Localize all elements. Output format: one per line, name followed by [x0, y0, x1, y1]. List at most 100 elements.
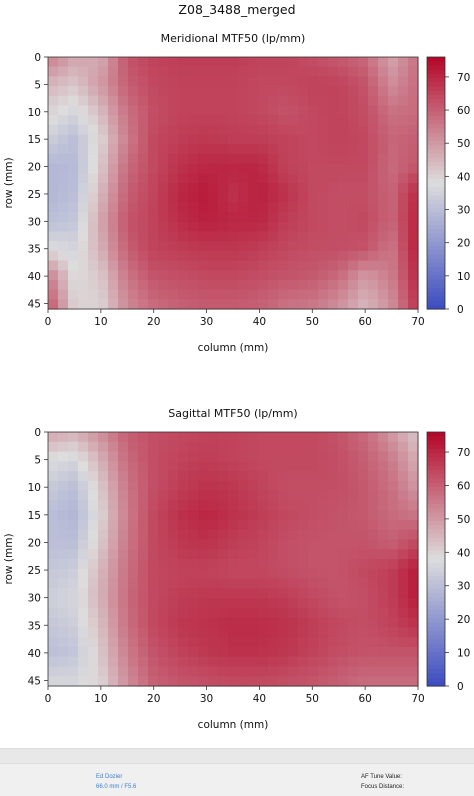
- heatmap-cell: [348, 676, 359, 687]
- heatmap-cell: [338, 519, 349, 531]
- heatmap-cell: [148, 480, 159, 492]
- heatmap-cell: [138, 279, 149, 291]
- heatmap-cell: [148, 627, 159, 638]
- colorbar-step: [427, 614, 445, 619]
- heatmap-cell: [88, 676, 99, 687]
- heatmap-cell: [88, 441, 99, 453]
- heatmap-cell: [138, 646, 149, 658]
- heatmap-cell: [408, 451, 419, 462]
- heatmap-cell: [198, 212, 209, 223]
- heatmap-cell: [108, 598, 119, 609]
- heatmap-cell: [358, 124, 369, 136]
- heatmap-cell: [228, 76, 239, 87]
- heatmap-cell: [78, 617, 89, 628]
- heatmap-cell: [58, 539, 69, 550]
- heatmap-cell: [238, 144, 249, 155]
- heatmap-cell: [68, 588, 79, 599]
- heatmap-cell: [328, 86, 339, 97]
- heatmap-cell: [118, 676, 129, 687]
- heatmap-cell: [88, 66, 99, 77]
- heatmap-cell: [298, 441, 309, 453]
- heatmap-cell: [158, 510, 169, 521]
- heatmap-cell: [298, 676, 309, 687]
- heatmap-cell: [238, 500, 249, 511]
- heatmap-cell: [268, 260, 279, 271]
- heatmap-cell: [338, 568, 349, 580]
- heatmap-cell: [158, 260, 169, 271]
- heatmap-cell: [338, 221, 349, 233]
- heatmap-cell: [128, 598, 139, 609]
- heatmap-cell: [138, 578, 149, 589]
- heatmap-cell: [158, 95, 169, 107]
- heatmap-cell: [48, 173, 59, 184]
- heatmap-cell: [238, 559, 249, 570]
- heatmap-cell: [198, 490, 209, 501]
- heatmap-cell: [178, 66, 189, 77]
- x-tick-label: 20: [147, 693, 160, 705]
- heatmap-cell: [308, 163, 319, 174]
- heatmap-cell: [108, 231, 119, 242]
- heatmap-cell: [308, 221, 319, 233]
- colorbar-step: [427, 580, 445, 585]
- heatmap-cell: [258, 549, 269, 560]
- colorbar-step: [427, 283, 445, 289]
- heatmap-cell: [408, 76, 419, 87]
- heatmap-cell: [278, 510, 289, 521]
- heatmap-cell: [368, 451, 379, 462]
- heatmap-cell: [228, 173, 239, 184]
- heatmap-cell: [348, 163, 359, 174]
- heatmap-cell: [308, 471, 319, 482]
- heatmap-cell: [238, 124, 249, 136]
- heatmap-cell: [398, 490, 409, 501]
- heatmap-cell: [108, 451, 119, 462]
- heatmap-cell: [388, 451, 399, 462]
- chart-title: Sagittal MTF50 (lp/mm): [168, 407, 297, 420]
- heatmap-cell: [198, 471, 209, 482]
- heatmap-cell: [318, 646, 329, 658]
- heatmap-cell: [288, 76, 299, 87]
- heatmap-cell: [378, 510, 389, 521]
- heatmap-cell: [278, 490, 289, 501]
- heatmap-cell: [118, 471, 129, 482]
- heatmap-cell: [288, 279, 299, 291]
- heatmap-cell: [308, 95, 319, 107]
- heatmap-cell: [128, 105, 139, 116]
- heatmap-cell: [288, 173, 299, 184]
- heatmap-cell: [98, 250, 109, 262]
- heatmap-cell: [408, 105, 419, 116]
- heatmap-cell: [88, 656, 99, 668]
- heatmap-cell: [308, 250, 319, 262]
- heatmap-cell: [288, 568, 299, 580]
- heatmap-cell: [138, 510, 149, 521]
- heatmap-cell: [388, 163, 399, 174]
- heatmap-cell: [218, 559, 229, 570]
- heatmap-cell: [298, 607, 309, 619]
- heatmap-cell: [228, 105, 239, 116]
- heatmap-cell: [408, 153, 419, 165]
- heatmap-cell: [358, 134, 369, 145]
- colorbar-step: [427, 300, 445, 306]
- heatmap-cell: [68, 95, 79, 107]
- heatmap-cell: [338, 202, 349, 213]
- heatmap-cell: [108, 212, 119, 223]
- heatmap-cell: [168, 432, 179, 443]
- heatmap-cell: [198, 627, 209, 638]
- heatmap-cell: [108, 617, 119, 628]
- heatmap-cell: [348, 539, 359, 550]
- heatmap-cell: [48, 76, 59, 87]
- heatmap-cell: [168, 666, 179, 677]
- colorbar-step: [427, 673, 445, 679]
- heatmap-cell: [118, 105, 129, 116]
- heatmap-cell: [88, 86, 99, 97]
- heatmap-cell: [108, 539, 119, 550]
- heatmap-cell: [178, 441, 189, 453]
- heatmap-cell: [318, 192, 329, 203]
- heatmap-cell: [248, 441, 259, 453]
- heatmap-cell: [308, 607, 319, 619]
- heatmap-cell: [368, 617, 379, 628]
- heatmap-cell: [318, 279, 329, 291]
- heatmap-cell: [368, 173, 379, 184]
- heatmap-cell: [278, 299, 289, 310]
- heatmap-cell: [148, 500, 159, 511]
- heatmap-cell: [218, 568, 229, 580]
